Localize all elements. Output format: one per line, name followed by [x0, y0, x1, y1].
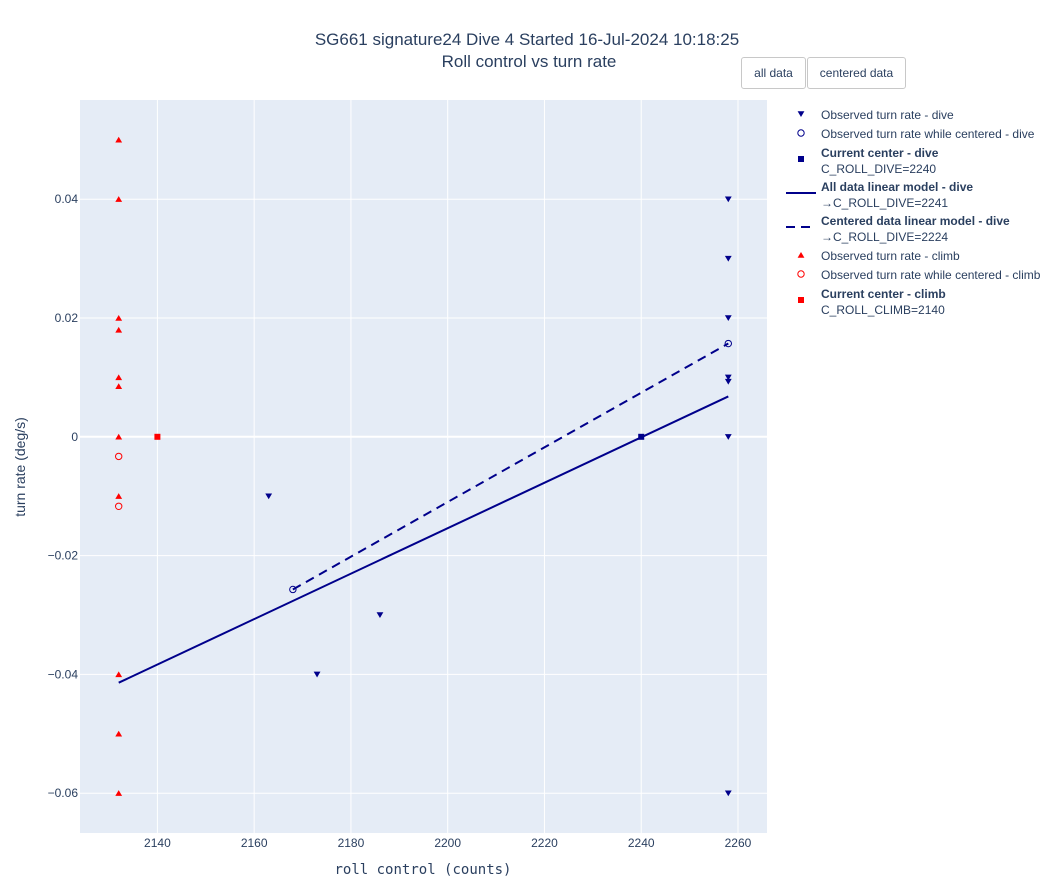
data-point-5 — [115, 433, 123, 440]
x-tick-label: 2220 — [531, 836, 558, 850]
tick-labels: 2140 2160 2180 2200 2220 2240 2260 −0.06 −0.04 −0… — [48, 192, 752, 850]
legend-label-2: Current center - dive — [821, 146, 939, 160]
chart-title: SG661 signature24 Dive 4 Started 16-Jul-… — [315, 30, 739, 49]
chart-subtitle: Roll control vs turn rate — [442, 52, 617, 71]
x-tick-label: 2160 — [241, 836, 268, 850]
x-axis-label: roll control (counts) — [334, 862, 511, 878]
legend-label-6: Observed turn rate while centered - clim… — [821, 268, 1041, 282]
data-point-0 — [376, 612, 384, 619]
data-point-2 — [638, 433, 645, 440]
data-point-5 — [115, 374, 123, 381]
data-point-5 — [115, 790, 123, 796]
series-markers — [115, 136, 732, 797]
all-data-button[interactable]: all data — [741, 57, 806, 89]
data-point-5 — [115, 493, 123, 499]
legend-sublabel-2: C_ROLL_DIVE=2240 — [821, 162, 936, 176]
y-tick-label: 0.02 — [55, 311, 79, 325]
data-point-0 — [724, 196, 732, 203]
data-point-5 — [115, 383, 123, 390]
legend-marker-2 — [798, 156, 804, 162]
legend-label-0: Observed turn rate - dive — [821, 108, 954, 122]
data-point-0 — [724, 790, 732, 797]
legend-marker-1 — [797, 129, 805, 137]
series-line-4 — [292, 342, 729, 591]
legend-label-4: Centered data linear model - dive — [821, 214, 1010, 228]
plot-area — [80, 100, 767, 833]
centered-data-button[interactable]: centered data — [807, 57, 906, 89]
data-point-0 — [724, 434, 732, 440]
data-point-5 — [115, 730, 123, 737]
y-tick-label: −0.04 — [48, 667, 79, 681]
data-point-0 — [724, 374, 732, 381]
data-point-1 — [289, 585, 297, 594]
legend-label-1: Observed turn rate while centered - dive — [821, 127, 1035, 141]
y-tick-label: −0.06 — [48, 786, 79, 800]
series-lines — [118, 342, 729, 684]
data-point-5 — [115, 196, 123, 202]
data-point-0 — [724, 315, 732, 322]
x-tick-label: 2240 — [628, 836, 655, 850]
data-point-6 — [115, 452, 123, 461]
y-tick-label: 0 — [71, 430, 78, 444]
data-point-1 — [724, 339, 732, 348]
y-axis-label: turn rate (deg/s) — [12, 417, 28, 517]
legend-label-7: Current center - climb — [821, 287, 946, 301]
legend-sublabel-4: →C_ROLL_DIVE=2224 — [821, 230, 948, 244]
legend-marker-7 — [798, 297, 804, 303]
data-point-5 — [115, 326, 123, 333]
legend-marker-0 — [797, 111, 805, 118]
data-point-6 — [115, 502, 123, 510]
data-point-5 — [115, 671, 123, 678]
y-tick-label: 0.04 — [55, 192, 79, 206]
y-tick-label: −0.02 — [48, 549, 79, 563]
data-point-0 — [724, 255, 732, 262]
legend[interactable]: Observed turn rate - dive Observed turn r… — [786, 108, 1041, 317]
x-tick-label: 2180 — [338, 836, 365, 850]
data-point-0 — [313, 671, 321, 678]
x-tick-label: 2140 — [144, 836, 171, 850]
data-point-5 — [115, 136, 123, 143]
gridlines — [80, 100, 767, 833]
data-point-0 — [724, 378, 732, 385]
legend-label-3: All data linear model - dive — [821, 180, 973, 194]
data-point-0 — [265, 493, 273, 500]
data-point-5 — [115, 314, 123, 321]
legend-sublabel-3: →C_ROLL_DIVE=2241 — [821, 196, 948, 210]
series-line-3 — [118, 395, 729, 684]
legend-sublabel-7: C_ROLL_CLIMB=2140 — [821, 303, 945, 317]
x-tick-label: 2200 — [434, 836, 461, 850]
legend-marker-5 — [797, 251, 805, 258]
legend-label-5: Observed turn rate - climb — [821, 249, 960, 263]
data-point-7 — [154, 433, 161, 440]
legend-marker-6 — [797, 270, 805, 278]
x-tick-label: 2260 — [725, 836, 752, 850]
